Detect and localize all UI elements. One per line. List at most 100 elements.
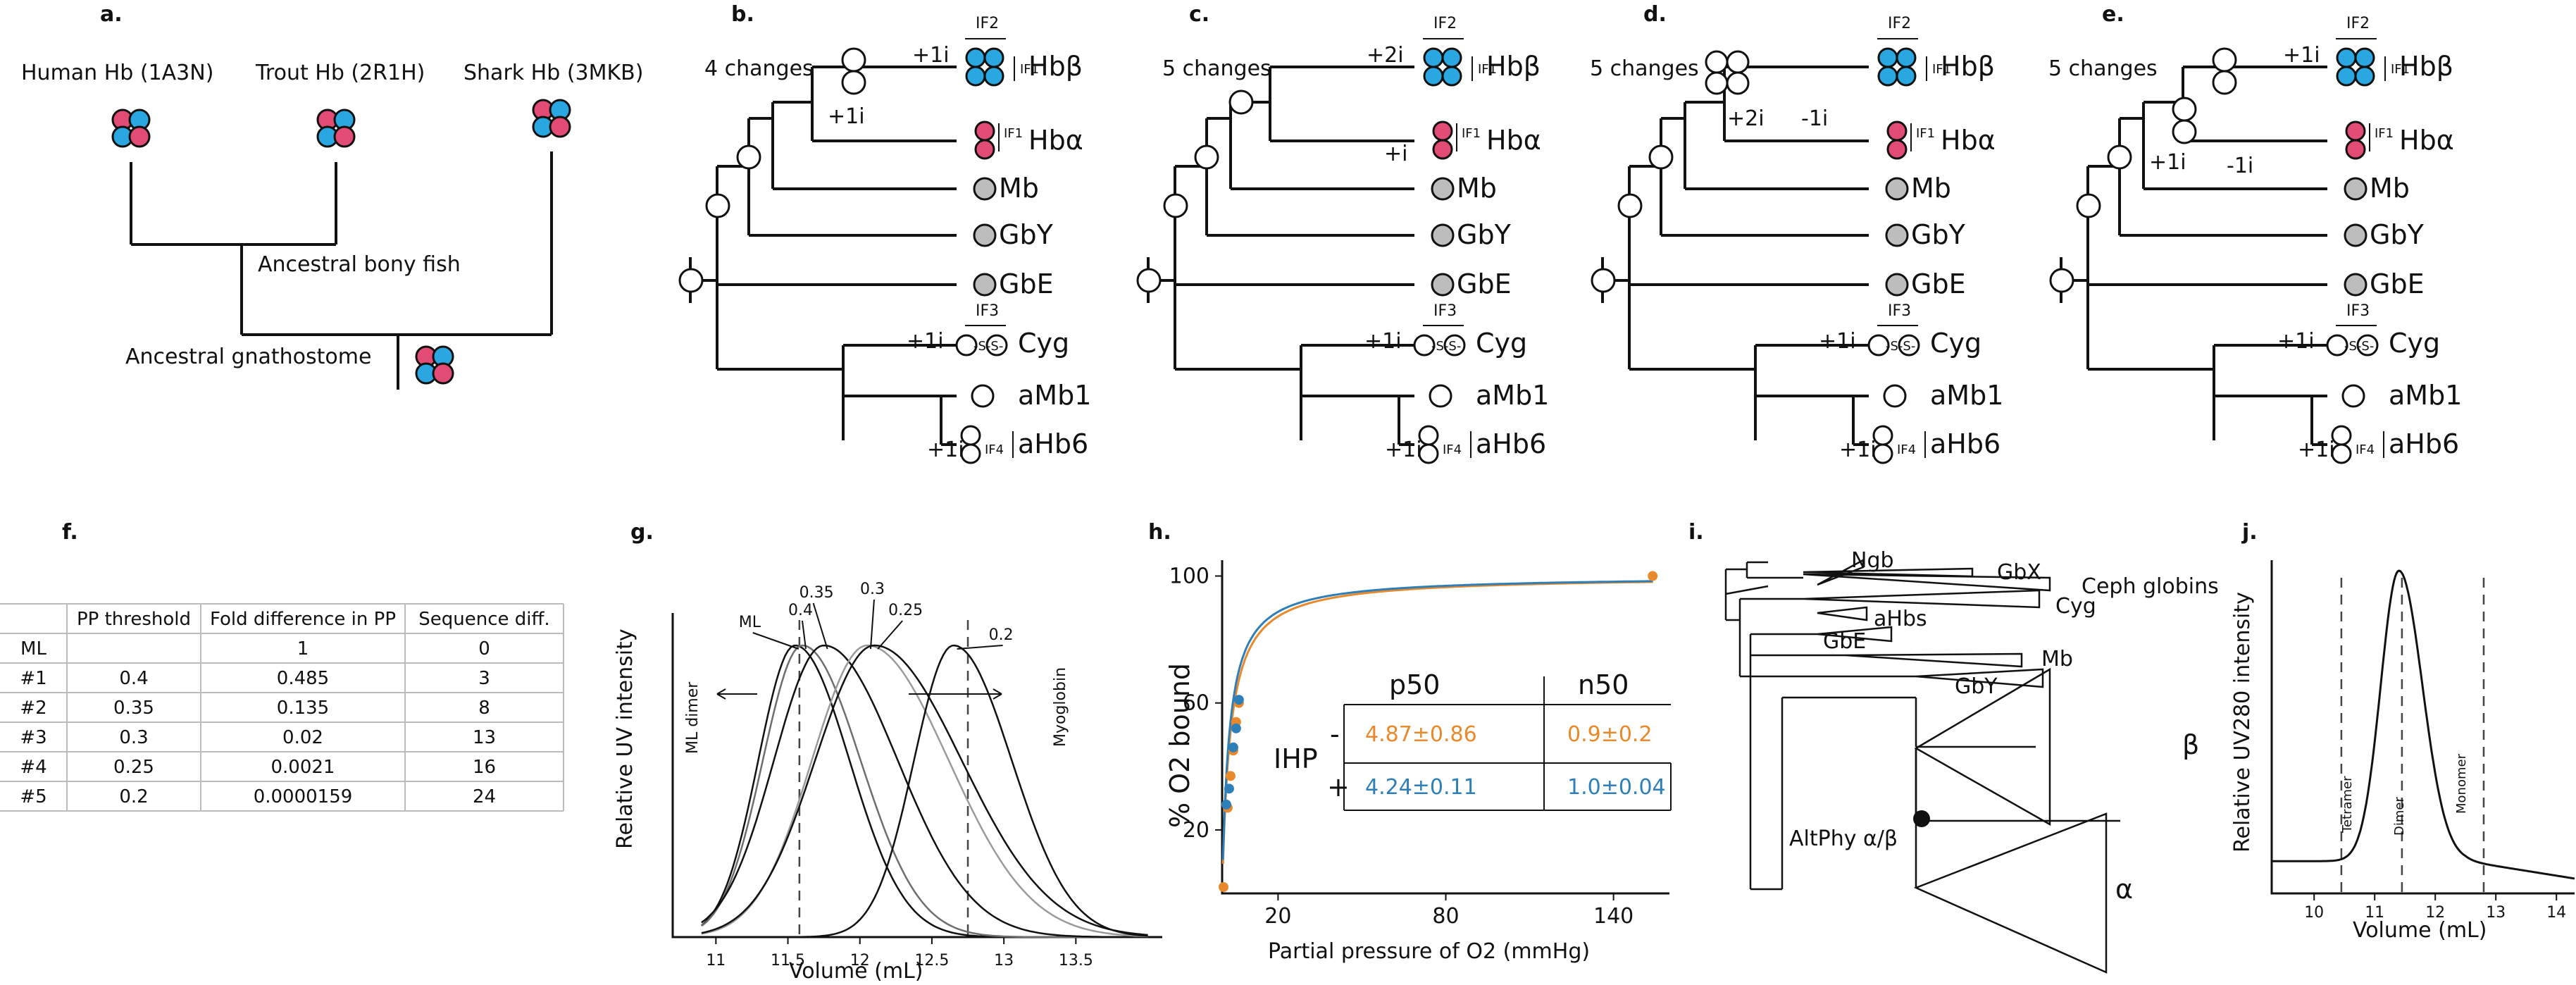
- h-axes: [1221, 560, 1669, 895]
- tree-d-hba-subunit-icon: [1886, 120, 1908, 142]
- ihp-header-n50: n50: [1578, 669, 1629, 700]
- panel-e-label: e.: [2102, 2, 2124, 27]
- tree-c-if2: IF2: [1433, 15, 1457, 32]
- tree-d-disulfide: -S-S-: [1886, 339, 1915, 354]
- panel-h: h. % O2 bound Partial pressure of O2 (mm…: [1148, 520, 1672, 964]
- ihp-minus-p50: 4.87±0.86: [1365, 722, 1477, 747]
- h-fit-curve: [1221, 580, 1653, 860]
- tree-c-disulfide: -S-S-: [1431, 339, 1461, 354]
- tree-e-event-cyg: +1i: [2277, 329, 2315, 354]
- tree-b-amb1-icon: [971, 384, 995, 408]
- g-label-leader: [812, 602, 828, 650]
- j-curve: [2272, 569, 2575, 880]
- tree-e-if1-hba: IF1: [2375, 126, 2394, 141]
- ihp-table-grid: [1343, 676, 1672, 811]
- ihp-minus-n50: 0.9±0.2: [1567, 722, 1653, 747]
- tree-e-dimer-icon-2: [2172, 97, 2197, 144]
- j-xtick-label: 13: [2486, 904, 2506, 922]
- tree-d-event-ahb6: +1i: [1839, 438, 1877, 462]
- tree-d-if3: IF3: [1888, 302, 1911, 320]
- human-hb-tetramer-icon: [111, 109, 151, 148]
- tree-d-taxon: Hbα: [1941, 125, 1996, 156]
- h-points: [1218, 571, 1658, 892]
- h-data-point: [1224, 783, 1234, 794]
- ihp-table: p50 n50 IHP - + 4.87±0.86 0.9±0.2 4.24±0…: [1274, 669, 1672, 811]
- g-label-leader: [752, 632, 799, 650]
- j-marker-monomer: Monomer: [2454, 753, 2469, 814]
- tree-e-amb1-icon: [2341, 384, 2365, 408]
- h-ylabel: % O2 bound: [1164, 663, 1195, 828]
- panel-e: e. 5 changes +1i +1i -1i +1i +1i Hbβ Hbα M…: [2048, 2, 2462, 464]
- table-cell: 0.02: [282, 727, 323, 748]
- tree-b-hbb-subunit-icon: [983, 47, 1004, 68]
- g-curve-labels: ML 0.40.35 0.30.25 0.2: [739, 581, 1014, 650]
- species-trout: Trout Hb (2R1H): [255, 61, 425, 85]
- h-xtick-label: 80: [1432, 904, 1459, 929]
- panel-a: a. Human Hb (1A3N) Trout Hb (2R1H) Shark…: [21, 2, 643, 390]
- panel-d-label: d.: [1643, 2, 1667, 27]
- tree-e-disulfide: -S-S-: [2344, 339, 2374, 354]
- ihp-plus-p50: 4.24±0.11: [1365, 775, 1477, 800]
- tree-e-taxon: GbE: [2370, 268, 2425, 299]
- tree-d-if1-hba: IF1: [1916, 126, 1935, 141]
- g-axes: [671, 613, 1162, 938]
- tree-d-event-hba: -1i: [1801, 106, 1828, 131]
- tree-d-monomer-icon: [1885, 223, 1909, 247]
- tree-d-node-icon: [1617, 193, 1643, 218]
- tree-d-cyg-subunit-icon: [1898, 334, 1920, 357]
- j-ylabel: Relative UV280 intensity: [2230, 592, 2255, 853]
- tree-b-event-ahb6: +1i: [927, 438, 964, 462]
- tree-d-event-cyg: +1i: [1819, 329, 1856, 354]
- j-elution-curve: [2272, 569, 2575, 880]
- tree-b-event-hbb: +1i: [912, 43, 950, 68]
- tree-d-taxon: GbY: [1911, 219, 1966, 250]
- h-data-point: [1228, 742, 1238, 752]
- panel-d: d. 5 changes +2i -1i +1i +1i Hbβ Hbα Mb GbY…: [1590, 2, 2003, 464]
- h-data-point: [1225, 771, 1236, 781]
- tree-d-changes: 5 changes: [1590, 56, 1699, 81]
- tree-b-event-hb: +1i: [828, 104, 865, 129]
- tree-e-if2: IF2: [2346, 15, 2370, 32]
- j-xlabel: Volume (mL): [2353, 918, 2487, 943]
- tree-b-monomer-icon: [973, 273, 997, 297]
- tree-c-taxon: GbY: [1457, 219, 1512, 250]
- ihp-sign-plus: +: [1327, 772, 1350, 803]
- table-header: Sequence diff.: [418, 609, 549, 630]
- g-label-leader: [957, 645, 1003, 650]
- i-clade-ceph: Ceph globins: [2082, 574, 2219, 599]
- panel-b-label: b.: [731, 2, 754, 27]
- table-cell: 8: [478, 698, 490, 719]
- tree-b-branches: [689, 66, 957, 446]
- tree-b-root-node-icon: [678, 268, 704, 293]
- tree-b-if2: IF2: [976, 15, 999, 32]
- tree-b-changes: 4 changes: [704, 56, 814, 81]
- tree-e-dimer-icon: [2212, 47, 2237, 95]
- j-xtick-label: 11: [2365, 904, 2384, 922]
- j-marker-dimer: Dimer: [2392, 797, 2407, 836]
- tree-c-cyg-subunit-icon: [1413, 334, 1436, 357]
- table-cell: 3: [478, 668, 490, 689]
- tree-e-event-hb: +1i: [2149, 150, 2186, 175]
- tree-b-hba-subunit-icon: [974, 120, 995, 142]
- tree-d-ahb6-subunit-icon: [1872, 425, 1893, 446]
- tree-b-monomer-icon: [973, 177, 997, 201]
- table-cell: ML: [20, 638, 46, 659]
- tree-b-if3: IF3: [976, 302, 999, 320]
- table-cell: 24: [473, 786, 496, 807]
- g-curve-label: 0.4: [788, 602, 813, 619]
- table-cell: 0.35: [113, 698, 154, 719]
- tree-b-if1-hbb: IF1: [1020, 62, 1039, 77]
- tree-c-taxon: aMb1: [1476, 380, 1549, 411]
- tree-b-ahb6-subunit-icon: [960, 425, 981, 446]
- g-ylabel: Relative UV intensity: [613, 628, 637, 849]
- tree-c-taxon: Mb: [1457, 173, 1497, 204]
- tree-b-taxon: Hbβ: [1028, 51, 1083, 82]
- tree-e-if3: IF3: [2346, 302, 2370, 320]
- i-collapsed-clades: [1725, 558, 2051, 688]
- i-clade-beta: β: [2182, 729, 2199, 760]
- j-xtick-label: 10: [2304, 904, 2324, 922]
- tree-c-ahb6-subunit-icon: [1418, 443, 1439, 464]
- tree-b-hbb-subunit-icon: [983, 66, 1004, 87]
- tree-b-if4: IF4: [985, 442, 1004, 457]
